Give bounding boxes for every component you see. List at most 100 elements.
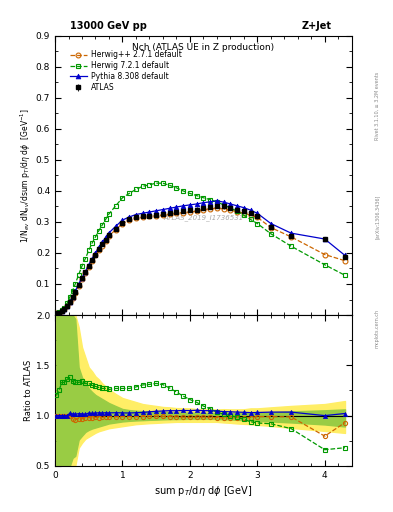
Herwig 7.2.1 default bbox=[97, 227, 101, 233]
Pythia 8.308 default bbox=[181, 203, 185, 209]
Herwig++ 2.7.1 default bbox=[174, 210, 179, 217]
Herwig++ 2.7.1 default bbox=[167, 211, 172, 217]
Herwig 7.2.1 default bbox=[221, 202, 226, 208]
Herwig++ 2.7.1 default bbox=[100, 243, 105, 249]
Pythia 8.308 default bbox=[127, 214, 132, 220]
Pythia 8.308 default bbox=[187, 202, 192, 208]
Herwig++ 2.7.1 default bbox=[62, 306, 67, 312]
Line: Pythia 8.308 default: Pythia 8.308 default bbox=[54, 199, 347, 316]
Legend: Herwig++ 2.7.1 default, Herwig 7.2.1 default, Pythia 8.308 default, ATLAS: Herwig++ 2.7.1 default, Herwig 7.2.1 def… bbox=[68, 48, 184, 94]
Text: Z+Jet: Z+Jet bbox=[301, 21, 331, 31]
Pythia 8.308 default bbox=[70, 294, 75, 300]
Pythia 8.308 default bbox=[57, 309, 61, 315]
Herwig++ 2.7.1 default bbox=[134, 215, 138, 221]
Pythia 8.308 default bbox=[248, 207, 253, 213]
Herwig++ 2.7.1 default bbox=[86, 264, 91, 270]
Pythia 8.308 default bbox=[68, 298, 72, 305]
Herwig 7.2.1 default bbox=[120, 195, 125, 201]
Pythia 8.308 default bbox=[221, 199, 226, 205]
Herwig++ 2.7.1 default bbox=[161, 212, 165, 218]
Herwig 7.2.1 default bbox=[86, 247, 91, 253]
Line: Herwig++ 2.7.1 default: Herwig++ 2.7.1 default bbox=[54, 205, 347, 316]
Herwig++ 2.7.1 default bbox=[221, 206, 226, 212]
Herwig 7.2.1 default bbox=[73, 281, 77, 287]
Pythia 8.308 default bbox=[65, 303, 70, 309]
Herwig++ 2.7.1 default bbox=[241, 210, 246, 217]
Herwig 7.2.1 default bbox=[147, 182, 152, 188]
Herwig 7.2.1 default bbox=[62, 305, 67, 311]
Herwig 7.2.1 default bbox=[201, 195, 206, 201]
Herwig++ 2.7.1 default bbox=[83, 270, 88, 276]
Text: Nch (ATLAS UE in Z production): Nch (ATLAS UE in Z production) bbox=[132, 43, 274, 52]
Herwig++ 2.7.1 default bbox=[201, 206, 206, 212]
Pythia 8.308 default bbox=[100, 239, 105, 245]
Herwig 7.2.1 default bbox=[59, 307, 64, 313]
Herwig++ 2.7.1 default bbox=[228, 207, 233, 213]
Herwig++ 2.7.1 default bbox=[93, 252, 98, 259]
Herwig++ 2.7.1 default bbox=[208, 206, 213, 212]
Herwig++ 2.7.1 default bbox=[154, 212, 158, 219]
Herwig++ 2.7.1 default bbox=[65, 303, 70, 309]
X-axis label: sum p$_T$/d$\eta$ d$\phi$ [GeV]: sum p$_T$/d$\eta$ d$\phi$ [GeV] bbox=[154, 484, 252, 498]
Herwig 7.2.1 default bbox=[57, 309, 61, 315]
Herwig++ 2.7.1 default bbox=[322, 251, 327, 258]
Herwig++ 2.7.1 default bbox=[103, 238, 108, 244]
Herwig 7.2.1 default bbox=[167, 182, 172, 188]
Herwig 7.2.1 default bbox=[103, 217, 108, 223]
Herwig 7.2.1 default bbox=[235, 208, 239, 214]
Text: 13000 GeV pp: 13000 GeV pp bbox=[70, 21, 147, 31]
Herwig 7.2.1 default bbox=[241, 212, 246, 218]
Herwig 7.2.1 default bbox=[268, 231, 273, 237]
Pythia 8.308 default bbox=[167, 205, 172, 211]
Herwig++ 2.7.1 default bbox=[68, 299, 72, 305]
Herwig++ 2.7.1 default bbox=[54, 310, 59, 316]
Pythia 8.308 default bbox=[154, 208, 158, 214]
Pythia 8.308 default bbox=[80, 275, 84, 281]
Pythia 8.308 default bbox=[194, 201, 199, 207]
Herwig 7.2.1 default bbox=[68, 294, 72, 300]
Text: Rivet 3.1.10, ≥ 3.2M events: Rivet 3.1.10, ≥ 3.2M events bbox=[375, 72, 380, 140]
Herwig++ 2.7.1 default bbox=[289, 234, 294, 240]
Herwig 7.2.1 default bbox=[228, 205, 233, 211]
Herwig 7.2.1 default bbox=[289, 243, 294, 249]
Herwig 7.2.1 default bbox=[154, 180, 158, 186]
Herwig++ 2.7.1 default bbox=[181, 209, 185, 216]
Pythia 8.308 default bbox=[107, 230, 111, 236]
Pythia 8.308 default bbox=[90, 255, 94, 262]
Herwig++ 2.7.1 default bbox=[235, 209, 239, 215]
Y-axis label: 1/N$_{ev}$ dN$_{ev}$/dsum p$_T$/d$\eta$ d$\phi$  [GeV$^{-1}$]: 1/N$_{ev}$ dN$_{ev}$/dsum p$_T$/d$\eta$ … bbox=[18, 108, 33, 243]
Herwig 7.2.1 default bbox=[65, 300, 70, 306]
Pythia 8.308 default bbox=[174, 204, 179, 210]
Herwig++ 2.7.1 default bbox=[107, 233, 111, 239]
Text: mcplots.cern.ch: mcplots.cern.ch bbox=[375, 309, 380, 349]
Pythia 8.308 default bbox=[322, 236, 327, 242]
Herwig++ 2.7.1 default bbox=[248, 212, 253, 218]
Pythia 8.308 default bbox=[147, 209, 152, 215]
Herwig 7.2.1 default bbox=[208, 197, 213, 203]
Herwig++ 2.7.1 default bbox=[268, 224, 273, 230]
Herwig 7.2.1 default bbox=[215, 199, 219, 205]
Herwig 7.2.1 default bbox=[187, 190, 192, 197]
Herwig 7.2.1 default bbox=[140, 183, 145, 189]
Herwig++ 2.7.1 default bbox=[120, 221, 125, 227]
Pythia 8.308 default bbox=[343, 252, 347, 259]
Line: Herwig 7.2.1 default: Herwig 7.2.1 default bbox=[54, 181, 347, 315]
Herwig 7.2.1 default bbox=[76, 272, 81, 278]
Herwig 7.2.1 default bbox=[93, 234, 98, 240]
Pythia 8.308 default bbox=[228, 201, 233, 207]
Pythia 8.308 default bbox=[235, 203, 239, 209]
Pythia 8.308 default bbox=[268, 221, 273, 227]
Herwig 7.2.1 default bbox=[174, 185, 179, 191]
Pythia 8.308 default bbox=[76, 281, 81, 287]
Herwig 7.2.1 default bbox=[113, 203, 118, 209]
Herwig++ 2.7.1 default bbox=[255, 214, 260, 220]
Pythia 8.308 default bbox=[140, 210, 145, 217]
Herwig++ 2.7.1 default bbox=[57, 309, 61, 315]
Pythia 8.308 default bbox=[103, 234, 108, 241]
Herwig 7.2.1 default bbox=[83, 255, 88, 262]
Pythia 8.308 default bbox=[201, 200, 206, 206]
Herwig++ 2.7.1 default bbox=[73, 290, 77, 296]
Herwig++ 2.7.1 default bbox=[76, 283, 81, 289]
Herwig 7.2.1 default bbox=[134, 186, 138, 193]
Herwig++ 2.7.1 default bbox=[59, 308, 64, 314]
